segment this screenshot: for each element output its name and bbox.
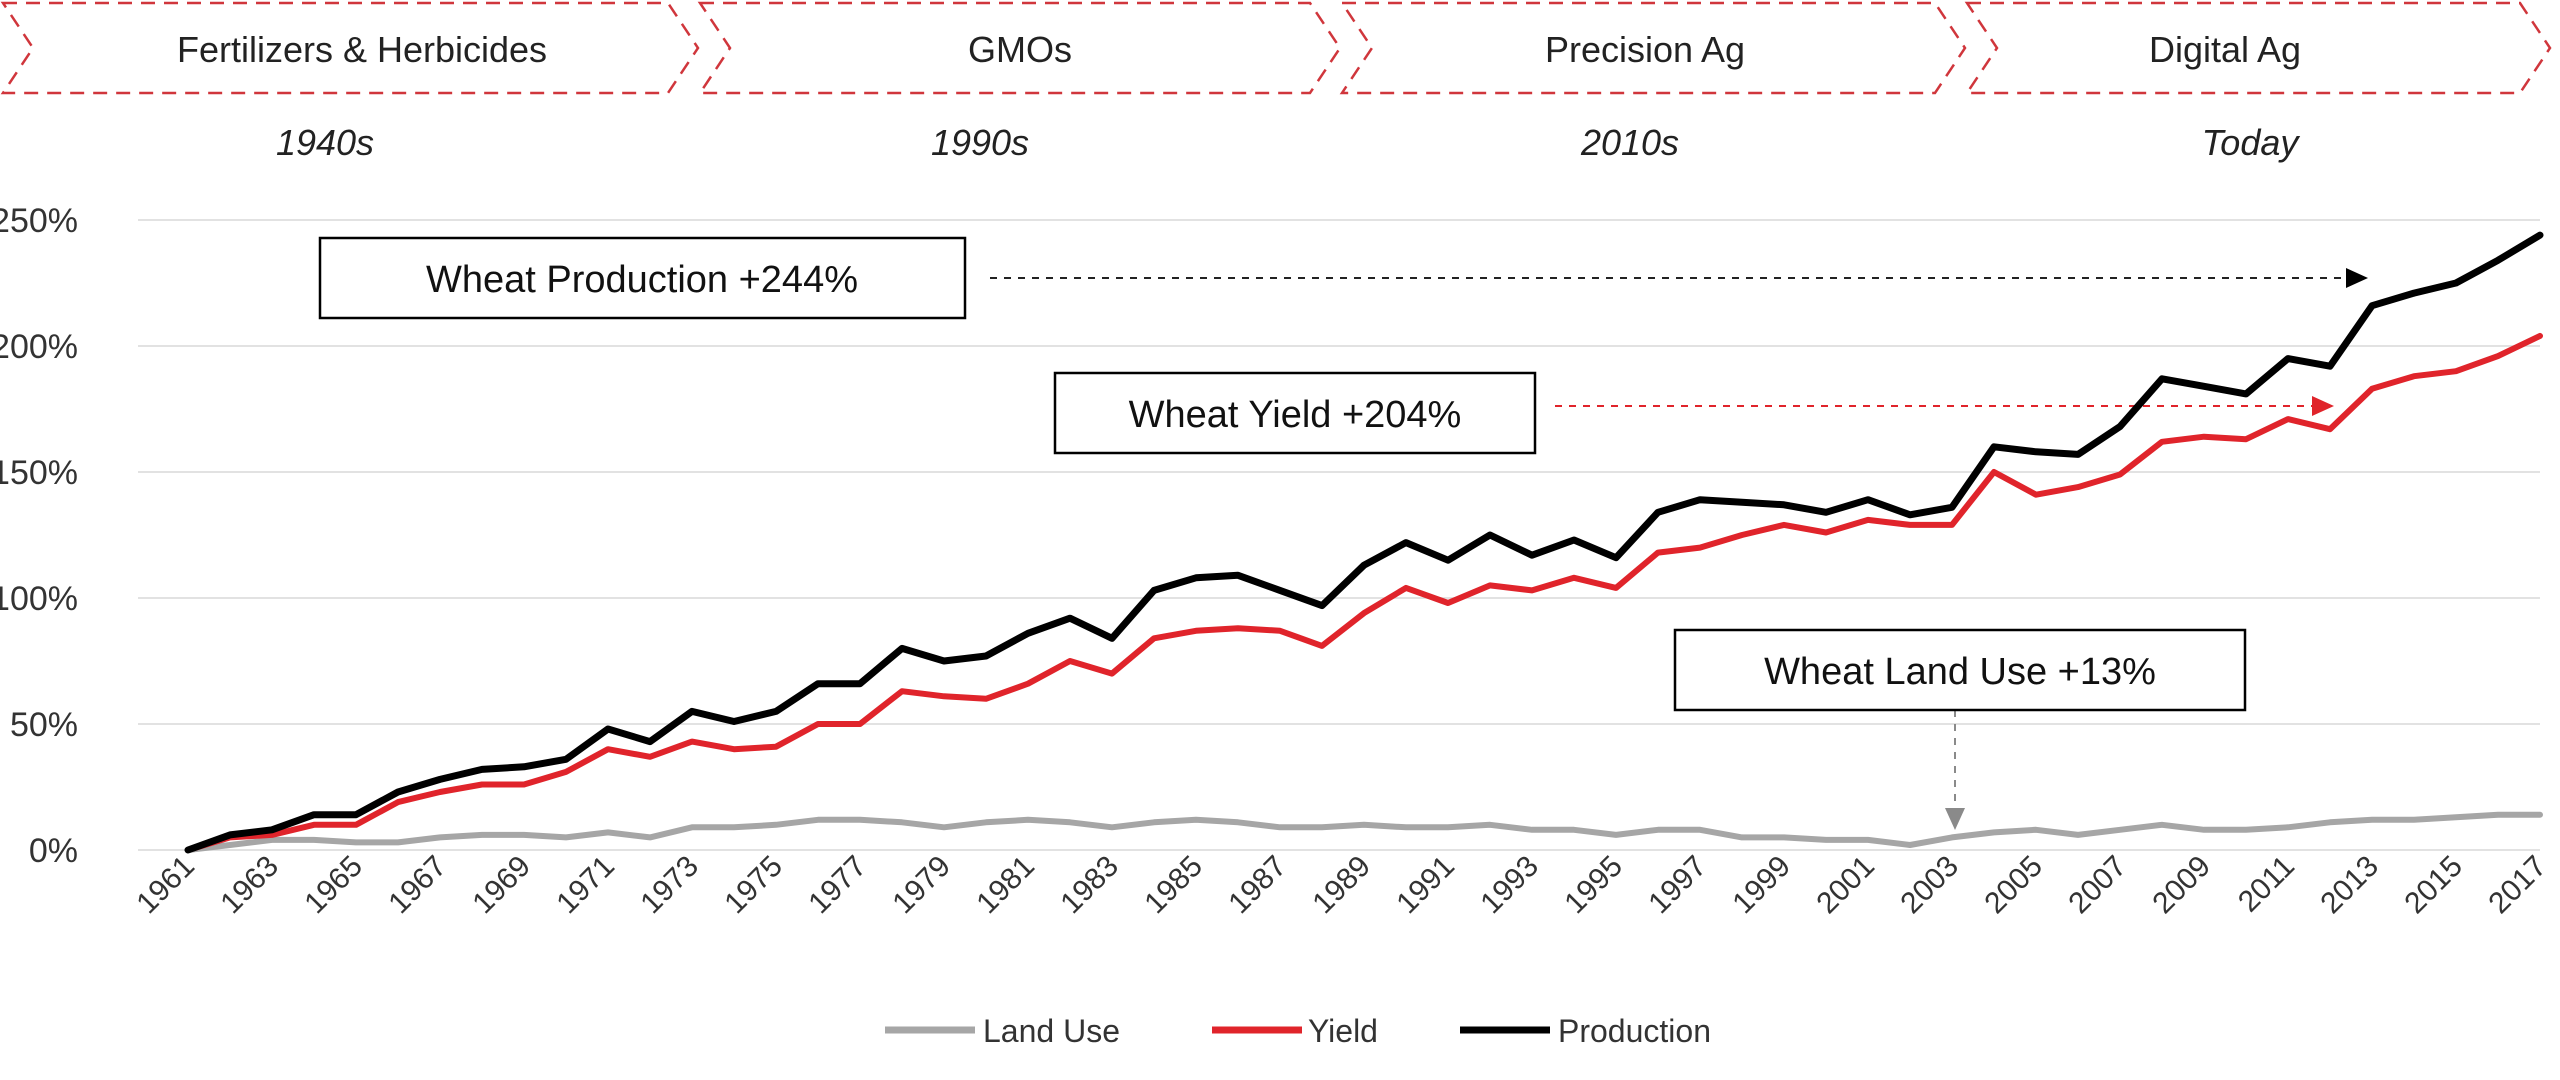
- x-tick-label: 1991: [1390, 850, 1461, 921]
- series-line-production: [184, 231, 2544, 854]
- era-chevron-2: [697, 1, 1342, 95]
- x-tick-label: 1967: [382, 850, 453, 921]
- era-precision-ag: Precision Ag 2010s: [1339, 1, 1967, 163]
- annotation-text: Wheat Production +244%: [426, 259, 858, 301]
- x-tick-label: 1973: [634, 850, 705, 921]
- annotation-text: Wheat Land Use +13%: [1764, 651, 2156, 693]
- legend-label-yield: Yield: [1308, 1013, 1378, 1049]
- x-tick-label: 1977: [802, 850, 873, 921]
- era-date-4: Today: [2202, 122, 2301, 163]
- x-tick-label: 2005: [1978, 850, 2049, 921]
- x-tick-label: 1969: [466, 850, 537, 921]
- series-line-land-use: [185, 811, 2543, 853]
- x-tick-label: 2007: [2062, 850, 2133, 921]
- annotation-box: [318, 236, 967, 320]
- x-tick-label: 2017: [2482, 850, 2553, 921]
- x-tick-label: 2003: [1894, 850, 1965, 921]
- x-axis: 1961 1963 1965 1967 1969 1971 1973 1975 1977 1979…: [130, 850, 2553, 921]
- x-tick-label: 1961: [130, 850, 201, 921]
- era-fertilizers: Fertilizers & Herbicides 1940s: [0, 1, 700, 163]
- annotation-production: Wheat Production +244%: [318, 236, 967, 320]
- series-lines: [184, 231, 2544, 854]
- x-tick-label: 1981: [970, 850, 1041, 921]
- y-tick-label: 0%: [29, 832, 78, 870]
- x-tick-label: 1997: [1642, 850, 1713, 921]
- x-tick-label: 1989: [1306, 850, 1377, 921]
- x-tick-label: 2013: [2314, 850, 2385, 921]
- x-tick-label: 1987: [1222, 850, 1293, 921]
- y-tick-label: 50%: [10, 706, 78, 744]
- x-tick-label: 1983: [1054, 850, 1125, 921]
- annotation-text: Wheat Yield +204%: [1129, 394, 1462, 436]
- x-tick-label: 1979: [886, 850, 957, 921]
- y-tick-label: 250%: [0, 202, 78, 240]
- era-date-3: 2010s: [1580, 122, 1679, 163]
- annotation-arrows: [990, 268, 2368, 830]
- series-line-yield: [185, 332, 2543, 853]
- era-header: Fertilizers & Herbicides 1940s GMOs 1990…: [0, 1, 2552, 163]
- x-tick-label: 2011: [2232, 850, 2301, 919]
- annotation-land-use: Wheat Land Use +13%: [1673, 628, 2247, 712]
- era-date-2: 1990s: [931, 122, 1029, 163]
- x-tick-label: 1975: [718, 850, 789, 921]
- x-tick-label: 2015: [2398, 850, 2469, 921]
- era-label-3: Precision Ag: [1545, 29, 1745, 70]
- x-tick-label: 1971: [550, 850, 621, 921]
- x-tick-label: 2009: [2146, 850, 2217, 921]
- era-label-2: GMOs: [968, 29, 1072, 70]
- era-digital-ag: Digital Ag Today: [1964, 1, 2552, 163]
- annotation-yield: Wheat Yield +204%: [1053, 371, 1537, 455]
- era-chevron-3: [1339, 1, 1967, 95]
- x-tick-label: 1985: [1138, 850, 1209, 921]
- y-tick-label: 150%: [0, 454, 78, 492]
- era-chevron-4: [1964, 1, 2552, 95]
- legend-label-production: Production: [1558, 1013, 1711, 1049]
- land-use-arrowhead: [1945, 808, 1965, 830]
- era-date-1: 1940s: [276, 122, 374, 163]
- annotation-box: [1673, 628, 2247, 712]
- y-axis: 0% 50% 100% 150% 200% 250%: [0, 202, 78, 870]
- era-label-4: Digital Ag: [2149, 29, 2301, 70]
- x-tick-label: 1995: [1558, 850, 1629, 921]
- era-label-1: Fertilizers & Herbicides: [177, 29, 547, 70]
- legend: Land Use Yield Production: [885, 1013, 1711, 1049]
- x-tick-label: 1999: [1726, 850, 1797, 921]
- x-tick-label: 2001: [1810, 850, 1881, 921]
- gridlines: [138, 219, 2540, 851]
- x-tick-label: 1965: [298, 850, 369, 921]
- y-tick-label: 200%: [0, 328, 78, 366]
- annotation-box: [1053, 371, 1537, 455]
- production-arrowhead: [2346, 268, 2368, 288]
- y-tick-label: 100%: [0, 580, 78, 618]
- x-tick-label: 1963: [214, 850, 285, 921]
- legend-label-land-use: Land Use: [983, 1013, 1120, 1049]
- x-tick-label: 1993: [1474, 850, 1545, 921]
- yield-arrowhead: [2312, 396, 2334, 416]
- era-gmos: GMOs 1990s: [697, 1, 1342, 163]
